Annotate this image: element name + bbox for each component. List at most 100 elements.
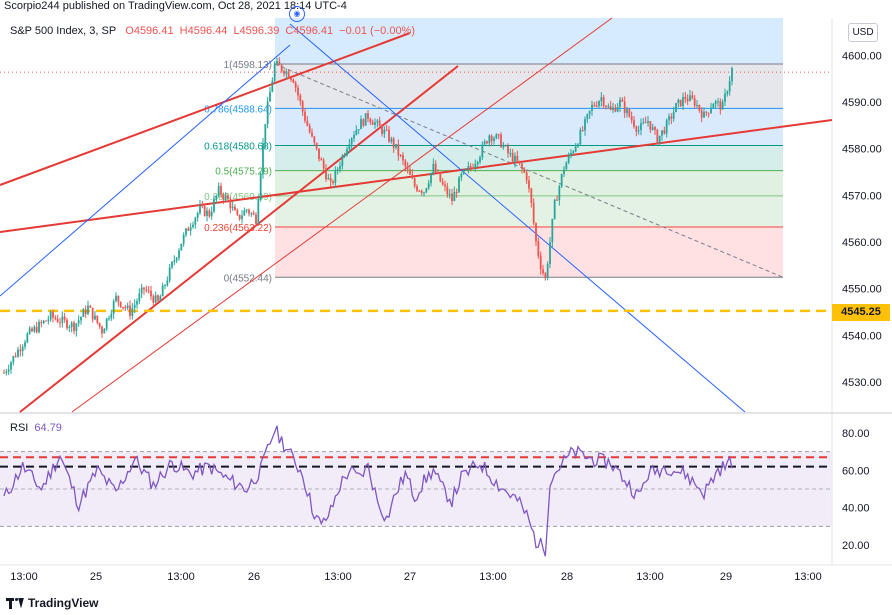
- candle-body: [257, 199, 260, 224]
- candle-body: [334, 170, 337, 183]
- candle-body: [241, 215, 243, 219]
- candle-body: [168, 267, 171, 281]
- candle-body: [521, 163, 523, 169]
- candle-body: [10, 362, 12, 370]
- candle-body: [420, 190, 423, 193]
- fib-level-label: 0.618(4580.68): [204, 141, 272, 152]
- candle-body: [96, 315, 99, 323]
- candle-body: [103, 328, 106, 334]
- fib-zone: [275, 145, 783, 171]
- candle-body: [656, 129, 659, 144]
- candle-body: [259, 173, 262, 200]
- candle-body: [672, 112, 675, 119]
- candle-body: [98, 322, 101, 327]
- candle-body: [714, 101, 717, 105]
- candle-body: [105, 318, 108, 329]
- candle-body: [311, 132, 313, 137]
- currency-badge[interactable]: USD: [848, 23, 878, 42]
- candle-body: [523, 168, 526, 173]
- candle-body: [320, 159, 323, 161]
- blue-channel-left: [0, 44, 291, 297]
- candle-body: [54, 317, 57, 320]
- candle-body: [402, 155, 404, 161]
- candle-body: [313, 136, 316, 143]
- price-tick-label: 4580.00: [842, 144, 882, 156]
- candle-body: [91, 307, 94, 320]
- candle-body: [24, 342, 26, 347]
- candle-body: [362, 119, 365, 126]
- open-value: O4596.41: [125, 25, 174, 37]
- candle-body: [332, 181, 334, 183]
- candle-body: [546, 264, 549, 279]
- candle-body: [556, 199, 558, 201]
- candle-body: [586, 114, 589, 120]
- candle-body: [467, 166, 470, 169]
- candle-body: [495, 134, 498, 139]
- candle-body: [129, 305, 131, 316]
- candle-body: [371, 122, 374, 125]
- candle-body: [537, 241, 540, 256]
- camera-icon[interactable]: ◉: [289, 6, 305, 22]
- candle-body: [339, 166, 341, 170]
- candle-body: [497, 134, 500, 136]
- candle-body: [637, 130, 640, 132]
- candle-body: [689, 95, 691, 101]
- fib-zone: [275, 226, 783, 278]
- candle-body: [208, 210, 211, 217]
- candle-body: [675, 103, 677, 113]
- candle-body: [381, 125, 383, 134]
- candle-body: [250, 213, 253, 215]
- candle-body: [47, 319, 50, 321]
- support-trendline: [0, 119, 833, 233]
- candle-body: [327, 178, 330, 180]
- candle-body: [122, 306, 124, 308]
- candle-body: [602, 97, 605, 106]
- footer-brand-text: TradingView: [28, 596, 99, 610]
- candle-body: [544, 273, 547, 279]
- candle-body: [185, 228, 187, 235]
- candle-body: [444, 184, 446, 187]
- candle-body: [588, 110, 591, 115]
- candle-body: [581, 129, 584, 131]
- candle-body: [665, 120, 668, 134]
- candle-body: [509, 152, 512, 154]
- candle-body: [161, 285, 164, 297]
- fib-zone: [275, 108, 783, 146]
- fib-zone: [275, 195, 783, 227]
- candle-body: [579, 129, 582, 145]
- candle-body: [220, 185, 222, 195]
- level-price-tag: 4545.25: [832, 304, 890, 321]
- candle-body: [350, 138, 353, 145]
- candle-body: [49, 311, 52, 320]
- candle-body: [196, 212, 199, 218]
- candle-body: [224, 195, 227, 200]
- candle-body: [553, 199, 556, 219]
- candle-body: [173, 260, 176, 262]
- candle-body: [210, 211, 213, 217]
- candle-body: [329, 178, 332, 182]
- candle-body: [717, 101, 719, 103]
- candle-body: [353, 135, 355, 139]
- footer-brand: TradingView: [6, 596, 98, 610]
- candle-body: [143, 287, 145, 290]
- candle-body: [462, 170, 465, 174]
- candle-body: [159, 296, 162, 301]
- candle-body: [584, 119, 586, 131]
- candle-body: [633, 120, 635, 127]
- candle-body: [623, 101, 626, 114]
- candle-body: [448, 193, 451, 195]
- candle-body: [458, 177, 460, 193]
- thin-trendline: [71, 17, 613, 413]
- candle-body: [642, 122, 645, 124]
- candle-body: [686, 98, 689, 101]
- candle-body: [82, 309, 85, 317]
- candle-body: [726, 91, 729, 94]
- candle-body: [437, 171, 439, 173]
- rsi-label: RSI: [10, 422, 29, 434]
- price-tick-label: 4600.00: [842, 50, 882, 62]
- candle-body: [26, 333, 29, 343]
- candle-body: [80, 316, 82, 321]
- candle-body: [357, 129, 360, 131]
- low-value: L4596.39: [233, 25, 280, 37]
